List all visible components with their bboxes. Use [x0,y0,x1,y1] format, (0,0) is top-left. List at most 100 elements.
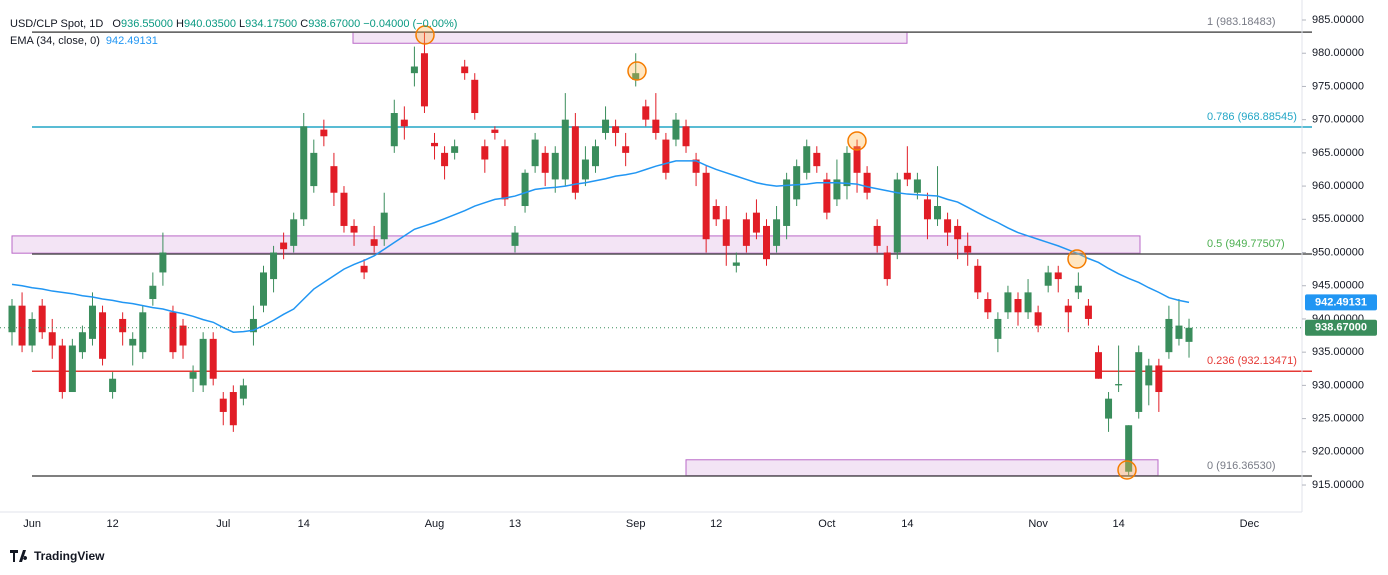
candle-body [551,152,559,180]
candle-body [270,252,278,280]
candle-body [1115,384,1123,386]
candle-body [370,239,378,246]
candle-body [511,232,519,246]
ema-line [11,160,1190,333]
candle-body [451,146,459,153]
x-tick-label: Jun [23,518,41,530]
candle-body [954,225,962,240]
candle-body [843,152,851,187]
candle-body [722,219,730,246]
candle-body [1004,292,1012,313]
zone [685,459,1159,477]
ema-legend: EMA (34, close, 0) 942.49131 [10,34,158,48]
candle-body [99,312,107,359]
candle-body [139,312,147,353]
ema-badge-label: 942.49131 [1315,296,1367,308]
candle-body [249,318,257,333]
x-tick-label: 14 [901,518,913,530]
ohlc-key: C [300,18,309,30]
price-badge-label: 938.67000 [1315,322,1367,334]
candle-body [672,119,680,140]
candle-body [702,172,710,240]
candle-body [501,146,509,200]
candle-body [823,179,831,213]
ohlc-value: 936.55000 [120,18,173,30]
candle-body [1054,272,1062,280]
ohlc-key: H [176,18,184,30]
brand: TradingView [34,549,105,563]
candle-body [1125,425,1133,472]
candle-body [1064,305,1072,313]
candle-body [883,252,891,280]
candle-body [491,129,499,133]
candle-body [471,79,479,114]
y-tick-label: 920.00000 [1312,446,1364,458]
y-tick-label: 950.00000 [1312,246,1364,258]
x-tick-label: Aug [425,518,445,530]
price-badge [1305,319,1377,336]
circle-marker [1067,249,1087,269]
candle-body [350,225,358,233]
ohlc-value: 934.17500 [245,18,298,30]
candle-body [632,73,640,80]
candle-body [531,139,539,167]
candle-body [662,139,670,173]
candle-body [1135,352,1143,412]
fib-label: 0 (916.36530) [1207,460,1276,472]
candle-body [340,192,348,226]
y-tick-label: 915.00000 [1312,479,1364,491]
x-tick-label: 14 [1112,518,1124,530]
candle-body [441,152,449,167]
candle-body [1034,312,1042,326]
candle-body [400,119,408,127]
candle-body [752,212,760,233]
x-tick-label: Nov [1028,518,1048,530]
candle-body [38,305,46,333]
y-tick-label: 930.00000 [1312,379,1364,391]
fib-label: 1 (983.18483) [1207,16,1276,28]
candle-body [189,372,197,379]
candle-body [149,285,157,300]
candle-body [692,159,700,173]
y-tick-label: 945.00000 [1312,280,1364,292]
ohlc-value: 940.03500 [183,18,236,30]
candle-body [974,265,982,293]
ema-badge [1305,294,1377,311]
candle-body [119,318,127,333]
candle-body [109,378,117,393]
candle-body [420,53,428,107]
candle-body [853,146,861,173]
candle-body [481,146,489,160]
candle-body [521,172,529,207]
candle-body [541,152,549,173]
candle-body [763,225,770,260]
zone [352,31,908,44]
y-tick-label: 955.00000 [1312,213,1364,225]
fib-label: 0.236 (932.13471) [1207,355,1297,367]
candle-body [1105,398,1113,419]
candle-body [783,179,791,226]
candle-body [813,152,821,167]
candle-body [209,338,217,379]
candle-body [934,206,942,220]
candle-body [88,305,96,339]
candle-body [893,179,901,253]
candle-body [581,159,589,180]
candle-body [732,262,740,266]
x-tick-label: 13 [509,518,521,530]
candle-body [1094,352,1102,379]
y-tick-label: 985.00000 [1312,14,1364,26]
candle-body [1165,318,1173,353]
y-tick-label: 975.00000 [1312,80,1364,92]
candle-body [1074,285,1082,293]
candle-body [803,146,811,173]
candle-body [390,113,398,147]
candle-body [863,172,871,193]
candle-body [591,146,599,167]
candle-body [1155,365,1163,393]
logo [10,550,28,562]
circle-marker [627,61,647,81]
candle-body [129,338,137,346]
candle-body [290,219,298,246]
